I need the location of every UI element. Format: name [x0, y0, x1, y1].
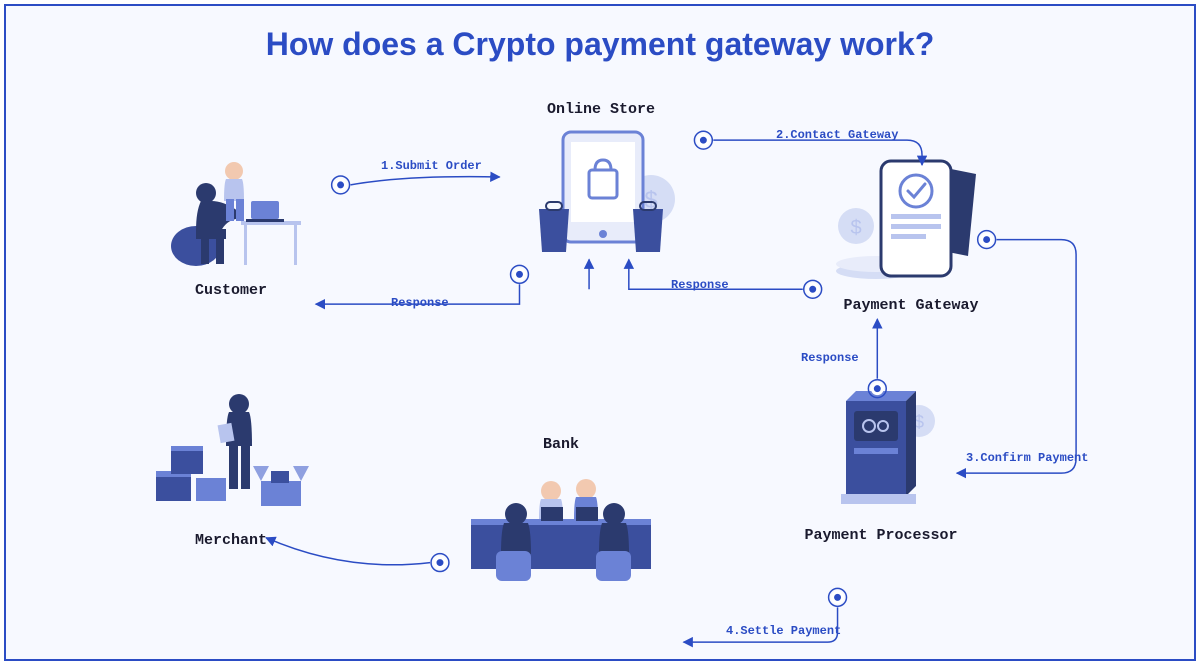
node-payment-processor: $ Payment Processor — [796, 386, 966, 544]
node-customer: Customer — [136, 151, 326, 299]
node-bank: Bank — [446, 436, 676, 594]
node-online-store: Online Store $ — [511, 101, 691, 264]
node-payment-gateway: $ Payment Gateway — [821, 156, 1001, 314]
node-label-merchant: Merchant — [136, 532, 326, 549]
node-label-payment-processor: Payment Processor — [796, 527, 966, 544]
online-store-icon: $ — [511, 124, 691, 264]
customer-icon — [146, 151, 316, 276]
edge-label-r1: Response — [801, 351, 859, 365]
bank-icon — [446, 459, 676, 594]
payment-processor-icon: $ — [811, 386, 951, 521]
edge-label-3: 3.Confirm Payment — [966, 451, 1088, 465]
edge-label-2: 2.Contact Gateway — [776, 128, 898, 142]
node-label-bank: Bank — [446, 436, 676, 453]
edge-label-r2: Response — [671, 278, 729, 292]
node-merchant: Merchant — [136, 386, 326, 549]
node-label-customer: Customer — [136, 282, 326, 299]
page-title: How does a Crypto payment gateway work? — [6, 26, 1194, 63]
edge-label-r3: Response — [391, 296, 449, 310]
diagram-frame: How does a Crypto payment gateway work? — [4, 4, 1196, 661]
svg-text:$: $ — [850, 217, 861, 239]
node-label-online-store: Online Store — [511, 101, 691, 118]
node-label-payment-gateway: Payment Gateway — [821, 297, 1001, 314]
merchant-icon — [141, 386, 321, 526]
edge-label-1: 1.Submit Order — [381, 159, 482, 173]
edge-label-4: 4.Settle Payment — [726, 624, 841, 638]
payment-gateway-icon: $ — [826, 156, 996, 291]
